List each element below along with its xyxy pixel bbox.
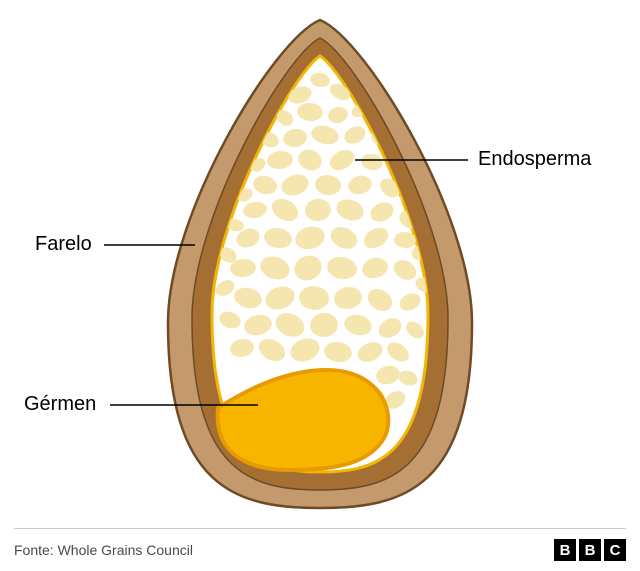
source-value: Whole Grains Council (58, 542, 193, 558)
diagram-stage: Endosperma Farelo Gérmen Fonte: Whole Gr… (0, 0, 640, 571)
source-prefix: Fonte: (14, 542, 58, 558)
grain-diagram (0, 0, 640, 571)
footer: Fonte: Whole Grains Council B B C (14, 539, 626, 561)
bbc-logo-block: B (554, 539, 576, 561)
bbc-logo-block: B (579, 539, 601, 561)
footer-separator (14, 528, 626, 529)
source-text: Fonte: Whole Grains Council (14, 542, 193, 558)
label-endosperma: Endosperma (478, 148, 591, 171)
bbc-logo: B B C (554, 539, 626, 561)
bbc-logo-block: C (604, 539, 626, 561)
label-germen: Gérmen (24, 393, 96, 416)
label-farelo: Farelo (35, 233, 92, 256)
